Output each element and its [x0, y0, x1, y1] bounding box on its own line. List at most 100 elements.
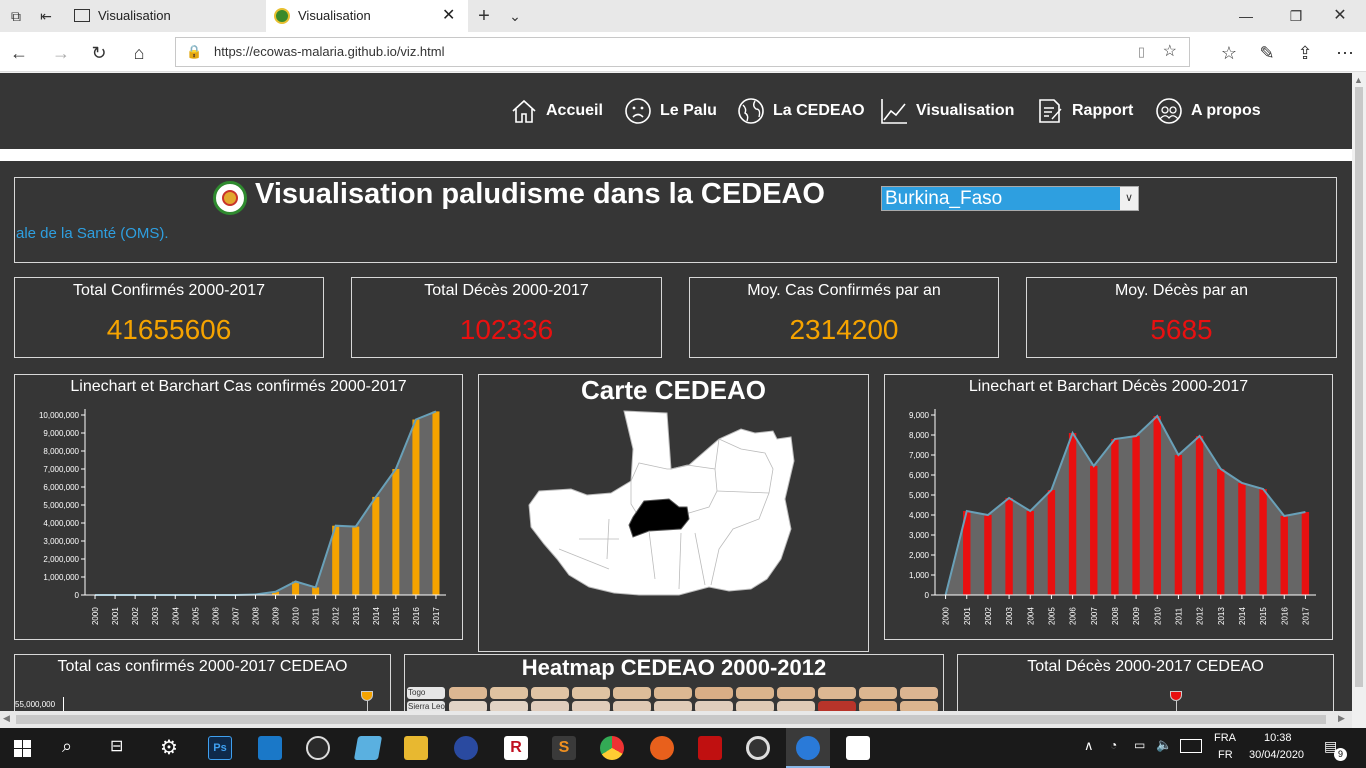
- heatmap-cell[interactable]: [613, 701, 651, 711]
- heatmap-cell[interactable]: [613, 687, 651, 699]
- bar[interactable]: [984, 515, 992, 595]
- home-icon[interactable]: ⌂: [133, 43, 145, 63]
- forward-icon[interactable]: →: [52, 43, 70, 63]
- bar[interactable]: [1090, 466, 1098, 595]
- heatmap-cell[interactable]: [859, 701, 897, 711]
- heatmap-cell[interactable]: [449, 687, 487, 699]
- pdf-reader-icon[interactable]: [698, 736, 722, 760]
- bar[interactable]: [272, 591, 280, 595]
- heatmap-cell[interactable]: [449, 701, 487, 711]
- favorite-star-icon[interactable]: ☆: [1162, 43, 1177, 60]
- nav-accueil[interactable]: Accueil: [510, 97, 603, 127]
- nav-la-cedeao[interactable]: La CEDEAO: [737, 97, 865, 127]
- map-region-burkina-faso[interactable]: [628, 498, 690, 538]
- heatmap-cell[interactable]: [736, 687, 774, 699]
- heatmap-cell[interactable]: [572, 701, 610, 711]
- heatmap-cell[interactable]: [859, 687, 897, 699]
- bar[interactable]: [963, 511, 971, 595]
- windows-start-icon[interactable]: [14, 740, 32, 757]
- close-tab-icon[interactable]: ✕: [442, 7, 456, 24]
- scroll-right-icon[interactable]: ▶: [1338, 713, 1345, 723]
- notepad-icon[interactable]: [353, 736, 383, 760]
- refresh-icon[interactable]: ↻: [91, 43, 107, 63]
- close-window-icon[interactable]: ✕: [1333, 7, 1347, 24]
- language-indicator-sub[interactable]: FR: [1218, 749, 1233, 761]
- r-app-icon[interactable]: R: [504, 736, 528, 760]
- heatmap-cell[interactable]: [490, 687, 528, 699]
- clock-date[interactable]: 30/04/2020: [1249, 749, 1305, 761]
- favorites-icon[interactable]: ☆: [1220, 43, 1238, 63]
- language-indicator[interactable]: FRA: [1214, 732, 1236, 744]
- heatmap-cell[interactable]: [818, 687, 856, 699]
- clock-time[interactable]: 10:38: [1264, 732, 1292, 744]
- new-tab-icon[interactable]: +: [478, 5, 490, 27]
- heatmap-cell[interactable]: [900, 687, 938, 699]
- tab-inactive[interactable]: Visualisation: [62, 0, 266, 32]
- nav-visualisation[interactable]: Visualisation: [880, 97, 1014, 127]
- bar[interactable]: [372, 496, 380, 595]
- heatmap-cell[interactable]: [654, 687, 692, 699]
- share-icon[interactable]: ⇪: [1297, 43, 1313, 63]
- notes-pen-icon[interactable]: ✎: [1259, 43, 1275, 63]
- bar[interactable]: [292, 581, 300, 596]
- media-player-icon[interactable]: [746, 736, 770, 760]
- bar[interactable]: [1301, 512, 1310, 595]
- heatmap-cell[interactable]: [777, 687, 815, 699]
- bar[interactable]: [1280, 516, 1288, 595]
- set-aside-tabs-icon[interactable]: ⇤: [40, 8, 52, 24]
- bar[interactable]: [1259, 489, 1267, 595]
- tab-active[interactable]: Visualisation ✕: [266, 0, 468, 32]
- heatmap-cell[interactable]: [695, 701, 733, 711]
- bar[interactable]: [312, 587, 320, 595]
- scrollbar-thumb[interactable]: [1355, 87, 1363, 687]
- bar[interactable]: [1238, 483, 1246, 595]
- url-field[interactable]: 🔒 https://ecowas-malaria.github.io/viz.h…: [175, 37, 1190, 67]
- tab-list-chevron-icon[interactable]: ⌄: [509, 8, 521, 24]
- more-icon[interactable]: ⋯: [1336, 43, 1354, 63]
- heatmap-cell[interactable]: [572, 687, 610, 699]
- photos-icon[interactable]: [846, 736, 870, 760]
- bar[interactable]: [432, 411, 440, 595]
- back-icon[interactable]: ←: [10, 43, 28, 63]
- bar[interactable]: [1111, 439, 1119, 595]
- chrome-icon[interactable]: [600, 736, 624, 760]
- bar[interactable]: [1132, 436, 1140, 595]
- scrollbar-thumb[interactable]: [16, 715, 1326, 724]
- horizontal-scrollbar[interactable]: ◀ ▶: [0, 711, 1352, 728]
- heatmap-cell[interactable]: [531, 701, 569, 711]
- tux-penguin-icon[interactable]: [306, 736, 330, 760]
- scroll-left-icon[interactable]: ◀: [3, 713, 10, 723]
- bar[interactable]: [1217, 469, 1225, 595]
- language-flag-icon[interactable]: [454, 736, 478, 760]
- vertical-scrollbar[interactable]: ▲: [1352, 73, 1366, 728]
- bar[interactable]: [412, 419, 420, 596]
- firefox-icon[interactable]: [650, 736, 674, 760]
- restore-icon[interactable]: ❐: [1289, 8, 1303, 24]
- nav-rapport[interactable]: Rapport: [1036, 97, 1133, 127]
- bar[interactable]: [1153, 416, 1161, 595]
- heatmap-cell[interactable]: [777, 701, 815, 711]
- sublime-text-icon[interactable]: S: [552, 736, 576, 760]
- network-icon[interactable]: ◔: [1110, 738, 1118, 752]
- bar[interactable]: [332, 525, 340, 595]
- nav-le-palu[interactable]: Le Palu: [624, 97, 717, 127]
- bar[interactable]: [352, 526, 360, 595]
- bar[interactable]: [1195, 436, 1204, 595]
- bar[interactable]: [1068, 433, 1077, 595]
- nav-a-propos[interactable]: A propos: [1155, 97, 1261, 127]
- country-select[interactable]: Burkina_Faso ∨: [881, 186, 1139, 211]
- notification-center-icon[interactable]: ▤: [1324, 738, 1338, 754]
- bar[interactable]: [1174, 455, 1183, 595]
- tray-chevron-up-icon[interactable]: ∧: [1084, 738, 1094, 753]
- tab-manager-icon[interactable]: ⧉: [11, 8, 21, 24]
- file-explorer-icon[interactable]: [404, 736, 428, 760]
- bar[interactable]: [1005, 498, 1013, 595]
- heatmap-cell[interactable]: [531, 687, 569, 699]
- settings-gear-icon[interactable]: ⚙: [160, 737, 178, 759]
- scroll-up-icon[interactable]: ▲: [1354, 75, 1363, 85]
- bar[interactable]: [392, 469, 400, 595]
- reading-view-icon[interactable]: ▯: [1137, 44, 1145, 59]
- heatmap-cell[interactable]: [490, 701, 528, 711]
- volume-icon[interactable]: 🔈: [1156, 737, 1173, 752]
- keyboard-icon[interactable]: [1180, 739, 1202, 753]
